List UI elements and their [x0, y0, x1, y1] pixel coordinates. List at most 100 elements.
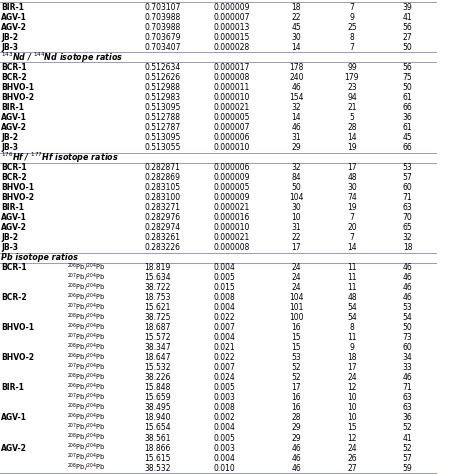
Text: AGV-2: AGV-2 — [1, 123, 27, 132]
Text: BCR-2: BCR-2 — [1, 173, 27, 182]
Text: 12: 12 — [347, 434, 357, 443]
Text: 16: 16 — [292, 393, 301, 402]
Text: 38.722: 38.722 — [145, 283, 171, 292]
Text: 66: 66 — [403, 143, 412, 152]
Text: $^{207}$Pb/$^{204}$Pb: $^{207}$Pb/$^{204}$Pb — [67, 362, 105, 374]
Text: 5: 5 — [349, 113, 355, 122]
Text: 15.654: 15.654 — [145, 423, 171, 432]
Text: BHVO-2: BHVO-2 — [1, 354, 35, 363]
Text: 61: 61 — [403, 123, 412, 132]
Text: 0.000007: 0.000007 — [213, 123, 250, 132]
Text: $^{207}$Pb/$^{204}$Pb: $^{207}$Pb/$^{204}$Pb — [67, 452, 105, 464]
Text: $^{207}$Pb/$^{204}$Pb: $^{207}$Pb/$^{204}$Pb — [67, 422, 105, 434]
Text: 45: 45 — [403, 133, 412, 142]
Text: 0.512983: 0.512983 — [145, 93, 181, 102]
Text: 46: 46 — [403, 283, 412, 292]
Text: 53: 53 — [292, 354, 301, 363]
Text: 0.005: 0.005 — [213, 434, 235, 443]
Text: BHVO-2: BHVO-2 — [1, 93, 35, 102]
Text: BIR-1: BIR-1 — [1, 383, 24, 392]
Text: 0.003: 0.003 — [213, 393, 235, 402]
Text: 0.004: 0.004 — [213, 423, 235, 432]
Text: 0.000008: 0.000008 — [213, 73, 250, 82]
Text: 0.000009: 0.000009 — [213, 3, 250, 12]
Text: 18.819: 18.819 — [145, 263, 171, 272]
Text: 0.703407: 0.703407 — [145, 43, 181, 52]
Text: 0.703679: 0.703679 — [145, 33, 181, 42]
Text: 50: 50 — [403, 43, 412, 52]
Text: AGV-2: AGV-2 — [1, 23, 27, 32]
Text: 0.004: 0.004 — [213, 263, 235, 272]
Text: $^{208}$Pb/$^{204}$Pb: $^{208}$Pb/$^{204}$Pb — [67, 432, 105, 444]
Text: 0.000010: 0.000010 — [213, 93, 250, 102]
Text: 0.512787: 0.512787 — [145, 123, 181, 132]
Text: 11: 11 — [347, 273, 357, 283]
Text: 0.000016: 0.000016 — [213, 213, 250, 222]
Text: $^{208}$Pb/$^{204}$Pb: $^{208}$Pb/$^{204}$Pb — [67, 282, 105, 294]
Text: BCR-2: BCR-2 — [1, 293, 27, 302]
Text: 0.007: 0.007 — [213, 364, 235, 373]
Text: 14: 14 — [292, 113, 301, 122]
Text: 57: 57 — [403, 454, 412, 463]
Text: 0.000011: 0.000011 — [213, 83, 249, 92]
Text: $^{206}$Pb/$^{204}$Pb: $^{206}$Pb/$^{204}$Pb — [67, 382, 105, 394]
Text: 0.282871: 0.282871 — [145, 163, 181, 172]
Text: 59: 59 — [403, 464, 412, 473]
Text: 15.615: 15.615 — [145, 454, 171, 463]
Text: 0.283226: 0.283226 — [145, 243, 181, 252]
Text: 30: 30 — [292, 203, 301, 212]
Text: 50: 50 — [292, 183, 301, 192]
Text: 24: 24 — [292, 273, 301, 283]
Text: BHVO-2: BHVO-2 — [1, 193, 35, 202]
Text: 0.282974: 0.282974 — [145, 223, 181, 232]
Text: $^{206}$Pb/$^{204}$Pb: $^{206}$Pb/$^{204}$Pb — [67, 412, 105, 424]
Text: 19: 19 — [347, 143, 357, 152]
Text: 50: 50 — [403, 323, 412, 332]
Text: 52: 52 — [403, 423, 412, 432]
Text: 0.000021: 0.000021 — [213, 233, 249, 242]
Text: $^{207}$Pb/$^{204}$Pb: $^{207}$Pb/$^{204}$Pb — [67, 301, 105, 314]
Text: 0.000015: 0.000015 — [213, 33, 250, 42]
Text: 46: 46 — [292, 454, 301, 463]
Text: 101: 101 — [289, 303, 303, 312]
Text: 36: 36 — [403, 413, 412, 422]
Text: 10: 10 — [347, 403, 357, 412]
Text: 0.000010: 0.000010 — [213, 143, 250, 152]
Text: BCR-1: BCR-1 — [1, 263, 27, 272]
Text: 0.010: 0.010 — [213, 464, 235, 473]
Text: 46: 46 — [292, 464, 301, 473]
Text: 22: 22 — [292, 13, 301, 22]
Text: 22: 22 — [292, 233, 301, 242]
Text: 0.000010: 0.000010 — [213, 223, 250, 232]
Text: BIR-1: BIR-1 — [1, 203, 24, 212]
Text: 63: 63 — [403, 203, 412, 212]
Text: 26: 26 — [347, 454, 357, 463]
Text: 9: 9 — [349, 343, 355, 352]
Text: 18: 18 — [292, 3, 301, 12]
Text: 38.347: 38.347 — [145, 343, 171, 352]
Text: 0.005: 0.005 — [213, 273, 235, 283]
Text: AGV-1: AGV-1 — [1, 213, 27, 222]
Text: BIR-1: BIR-1 — [1, 103, 24, 112]
Text: 0.283105: 0.283105 — [145, 183, 181, 192]
Text: 56: 56 — [403, 63, 412, 72]
Text: 154: 154 — [289, 93, 303, 102]
Text: 53: 53 — [403, 303, 412, 312]
Text: $^{206}$Pb/$^{204}$Pb: $^{206}$Pb/$^{204}$Pb — [67, 292, 105, 304]
Text: 0.008: 0.008 — [213, 403, 235, 412]
Text: 12: 12 — [347, 383, 357, 392]
Text: 8: 8 — [349, 323, 355, 332]
Text: JB-2: JB-2 — [1, 33, 18, 42]
Text: 0.008: 0.008 — [213, 293, 235, 302]
Text: 9: 9 — [349, 13, 355, 22]
Text: 17: 17 — [347, 364, 357, 373]
Text: $^{208}$Pb/$^{204}$Pb: $^{208}$Pb/$^{204}$Pb — [67, 372, 105, 384]
Text: 14: 14 — [347, 243, 357, 252]
Text: 0.512626: 0.512626 — [145, 73, 181, 82]
Text: 0.021: 0.021 — [213, 343, 235, 352]
Text: 46: 46 — [403, 293, 412, 302]
Text: 104: 104 — [289, 193, 303, 202]
Text: 0.000008: 0.000008 — [213, 243, 250, 252]
Text: JB-3: JB-3 — [1, 143, 18, 152]
Text: 32: 32 — [403, 233, 412, 242]
